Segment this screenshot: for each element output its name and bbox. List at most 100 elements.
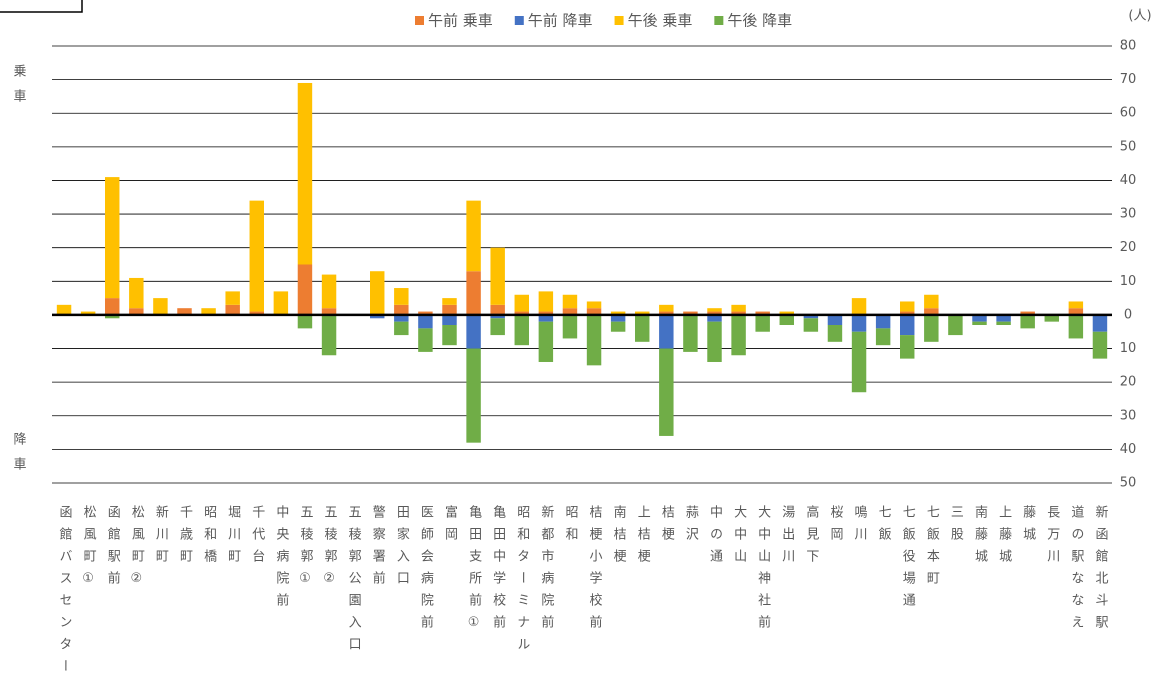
- bar: [442, 298, 457, 305]
- bar: [514, 294, 529, 312]
- legend-label: 午後 乗車: [628, 12, 693, 30]
- legend-swatch: [614, 16, 624, 25]
- bar: [1044, 314, 1059, 322]
- bar: [321, 314, 337, 356]
- bar: [514, 311, 529, 315]
- bar: [659, 311, 674, 315]
- bar: [924, 294, 939, 309]
- y-tick-label: 40: [1120, 442, 1137, 457]
- y-tick-label: 30: [1120, 207, 1137, 222]
- bar: [755, 311, 770, 315]
- bar: [418, 311, 433, 315]
- legend-label: 午前 降車: [528, 12, 593, 30]
- bar: [105, 298, 120, 315]
- bar: [635, 311, 650, 315]
- x-tick-label: 警察署前: [370, 504, 386, 593]
- bar: [1092, 331, 1108, 359]
- bar: [1068, 308, 1084, 315]
- y-tick-label: 20: [1120, 375, 1137, 390]
- bar: [851, 314, 867, 332]
- bar: [466, 271, 481, 315]
- bar: [1020, 314, 1035, 329]
- x-tick-label: 七飯: [876, 505, 892, 549]
- bar: [900, 335, 915, 359]
- y-tick-label: 0: [1124, 307, 1132, 322]
- frame-corner: [0, 0, 83, 13]
- bar: [875, 328, 891, 346]
- bar: [1092, 314, 1108, 332]
- bar: [394, 321, 409, 336]
- bar: [731, 314, 746, 356]
- side-label: 乗車: [11, 64, 27, 114]
- bar: [466, 348, 481, 443]
- bar: [707, 314, 722, 322]
- bar: [851, 298, 867, 315]
- x-tick-label: 松風町①: [81, 505, 97, 595]
- unit-label: (人): [1128, 9, 1151, 24]
- bar: [659, 314, 674, 349]
- bar: [370, 314, 385, 319]
- side-label: 降車: [11, 432, 27, 482]
- bar: [418, 314, 433, 329]
- x-tick-label: 千歳町: [177, 505, 193, 571]
- bar: [996, 321, 1011, 326]
- bar: [851, 331, 867, 393]
- bar: [900, 311, 915, 315]
- bar: [900, 301, 915, 312]
- bar: [562, 294, 578, 309]
- bar: [80, 311, 96, 315]
- x-tick-label: 五稜郭②: [322, 505, 338, 595]
- x-tick-label: 七飯本町: [924, 505, 940, 593]
- bar: [707, 311, 722, 315]
- bar: [105, 177, 120, 299]
- bar: [586, 314, 602, 366]
- x-tick-label: 松風町②: [129, 505, 145, 595]
- bar: [779, 311, 794, 315]
- x-tick-label: 函館駅前: [105, 505, 121, 593]
- x-tick-label: 医師会病院前: [418, 505, 434, 637]
- y-tick-label: 20: [1120, 240, 1137, 255]
- bar: [996, 314, 1011, 322]
- bar: [924, 314, 939, 342]
- x-tick-label: 五稜郭公園入口: [346, 505, 362, 659]
- bar: [827, 325, 843, 342]
- legend-label: 午前 乗車: [428, 12, 493, 30]
- legend-swatch: [714, 16, 724, 25]
- bar: [610, 314, 626, 322]
- legend-swatch: [415, 16, 424, 25]
- bar: [249, 200, 264, 312]
- x-tick-label: 大中山神社前: [755, 505, 771, 637]
- legend-label: 午後 降車: [727, 12, 792, 30]
- bar: [972, 321, 987, 326]
- bar: [707, 308, 722, 312]
- bar: [707, 321, 722, 362]
- y-tick-label: 50: [1120, 139, 1137, 154]
- x-tick-label: 中央病院前: [273, 505, 289, 615]
- bar: [466, 314, 481, 349]
- x-tick-label: 昭和橋: [201, 505, 217, 571]
- y-tick-label: 60: [1120, 106, 1137, 121]
- bar: [56, 304, 72, 315]
- bar: [442, 304, 457, 315]
- x-tick-label: 桔梗小学校前: [587, 505, 603, 637]
- bar: [538, 321, 554, 362]
- bar: [827, 314, 843, 326]
- bar: [586, 308, 602, 315]
- bar: [538, 311, 554, 315]
- bar: [370, 271, 385, 315]
- bar: [659, 304, 674, 312]
- x-tick-label: 亀田中学校前: [490, 505, 506, 637]
- x-tick-label: 大中山: [731, 505, 747, 571]
- y-tick-label: 40: [1120, 173, 1137, 188]
- x-tick-label: 新都市病院前: [538, 504, 554, 637]
- x-tick-label: 上藤城: [996, 505, 1012, 571]
- bar: [418, 328, 433, 352]
- x-tick-label: 南藤城: [972, 504, 988, 571]
- bar: [731, 304, 746, 312]
- bar: [586, 301, 602, 309]
- bar: [683, 311, 698, 315]
- bar: [683, 314, 698, 352]
- bar: [731, 311, 746, 315]
